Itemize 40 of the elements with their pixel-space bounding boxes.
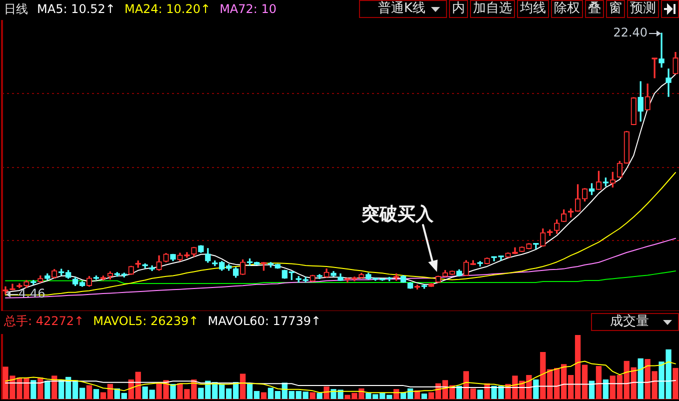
- button: 均线: [517, 0, 549, 18]
- text: MA72: 10: [220, 2, 277, 16]
- text: 总手: 42272↑: [4, 314, 84, 328]
- bar: [324, 386, 330, 399]
- dropdown: 成交量: [591, 313, 679, 331]
- annotation: 22.40: [613, 26, 648, 40]
- bar: [638, 358, 644, 399]
- annotation: 突破买入: [362, 204, 434, 226]
- candlestick: [658, 32, 664, 68]
- button: 除权: [551, 0, 583, 18]
- bar: [596, 366, 602, 399]
- text: MAVOL5: 26239↑: [93, 314, 199, 328]
- text: MAVOL60: 17739↑: [208, 314, 322, 328]
- button: 叠: [585, 0, 604, 18]
- bar: [86, 385, 92, 399]
- text: MA5: 10.52↑: [37, 2, 116, 16]
- button: 加自选: [470, 0, 515, 18]
- button: 窗: [606, 0, 625, 18]
- bar: [672, 368, 678, 399]
- text: MA24: 10.20↑: [124, 2, 211, 16]
- button: 内: [449, 0, 468, 18]
- candlestick: [533, 243, 539, 250]
- bar: [260, 392, 267, 399]
- bar: [421, 394, 428, 399]
- bar: [44, 380, 50, 399]
- button: 预测: [627, 0, 659, 18]
- bar: [602, 379, 609, 399]
- candlestick: [666, 68, 672, 97]
- bar: [316, 392, 322, 399]
- bar: [533, 379, 539, 399]
- dropdown: 普通K线: [359, 0, 447, 18]
- chart-title: 日线: [4, 2, 28, 16]
- bar: [93, 389, 100, 399]
- bar: [170, 384, 176, 399]
- bar: [240, 374, 246, 399]
- bar: [477, 390, 483, 399]
- bar: [30, 380, 36, 399]
- candlestick: [652, 58, 658, 78]
- bar: [588, 380, 595, 399]
- bar: [310, 392, 316, 399]
